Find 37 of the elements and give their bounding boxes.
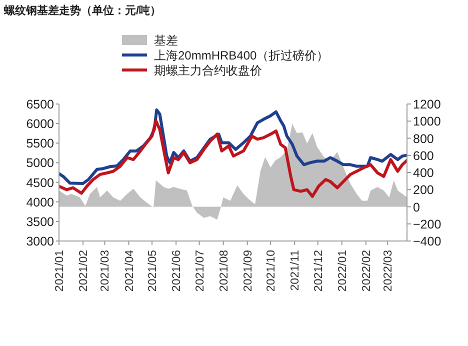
x-tick-label: 2021/06 (171, 250, 184, 292)
legend-label: 上海20mmHRB400（折过磅价） (154, 48, 329, 62)
x-tick-label: 2021/11 (290, 250, 302, 291)
y-tick-label: 6500 (26, 98, 54, 112)
x-tick-label: 2022/02 (360, 250, 373, 292)
x-tick-label: 2021/01 (54, 250, 66, 292)
y2-tick-label: 800 (413, 132, 434, 146)
y-tick-label: 6000 (26, 117, 54, 132)
y-tick-label: 3000 (26, 234, 54, 248)
y-tick-label: 4000 (26, 195, 54, 210)
legend-label: 基差 (154, 34, 178, 48)
x-tick-label: 2021/10 (266, 250, 278, 292)
x-tick-label: 2021/04 (124, 249, 136, 292)
y2-tick-label: 1000 (413, 114, 441, 129)
x-tick-label: 2021/07 (194, 250, 206, 292)
y2-tick-label: 400 (413, 166, 434, 180)
y2-tick-label: −200 (413, 217, 442, 232)
y-tick-label: 5000 (26, 156, 54, 170)
chart-title: 螺纹钢基差走势（单位：元/吨） (3, 4, 162, 17)
line-series (59, 119, 407, 198)
x-tick-label: 2021/03 (100, 250, 112, 292)
x-tick-label: 2021/12 (312, 250, 325, 292)
y-tick-label: 5500 (26, 136, 54, 151)
x-tick-label: 2021/05 (147, 250, 160, 292)
x-tick-label: 2021/09 (242, 250, 254, 292)
y2-tick-label: 200 (413, 183, 434, 198)
x-tick-label: 2021/08 (218, 250, 230, 292)
y2-tick-label: 0 (413, 200, 420, 214)
y2-tick-label: 1200 (413, 98, 441, 112)
y2-tick-label: 600 (413, 148, 434, 163)
y2-tick-label: −400 (413, 234, 442, 248)
x-tick-label: 2021/02 (78, 250, 90, 292)
y-tick-label: 4500 (26, 176, 54, 190)
y-tick-label: 3500 (26, 214, 54, 229)
x-tick-label: 2022/03 (382, 250, 395, 292)
x-tick-label: 2022/01 (336, 250, 349, 292)
legend-label: 期螺主力合约收盘价 (154, 64, 262, 78)
